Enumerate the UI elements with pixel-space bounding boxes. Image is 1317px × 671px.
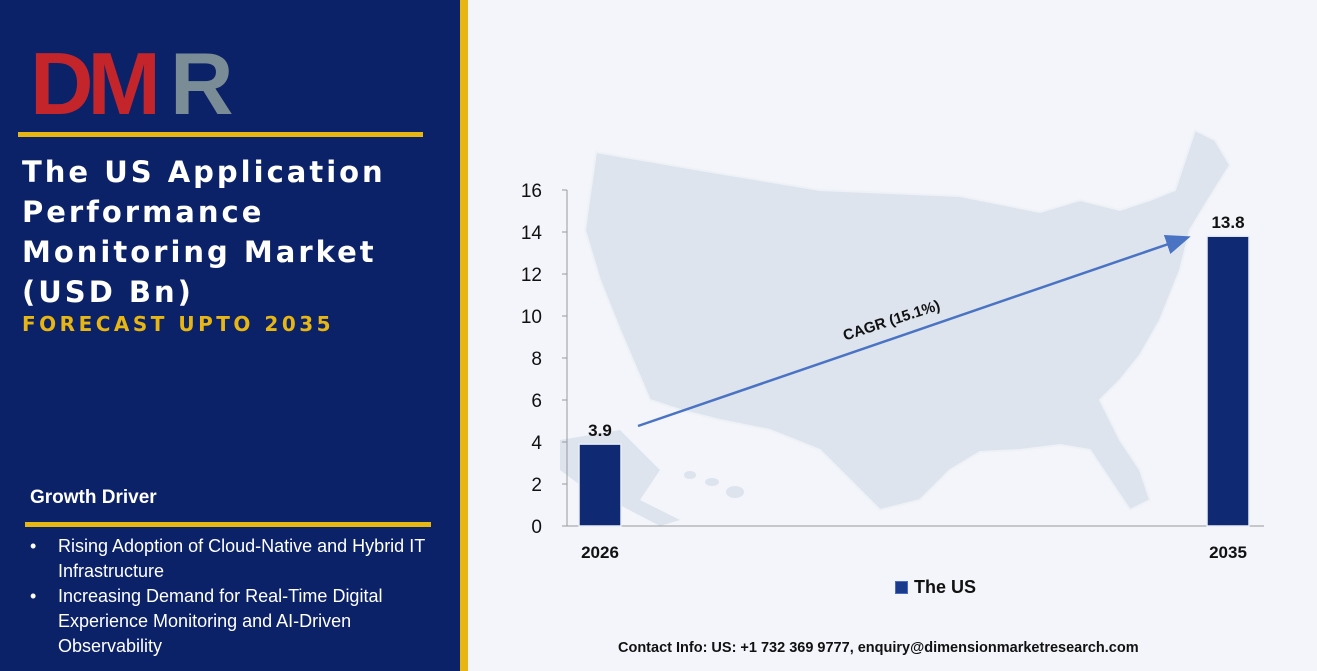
y-tick-label: 4 <box>531 433 542 454</box>
growth-driver-heading: Growth Driver <box>30 487 157 508</box>
y-tick-label: 0 <box>531 517 542 538</box>
dmr-logo: DM R <box>30 40 234 120</box>
x-axis-labels: 2026 2035 <box>581 543 1247 562</box>
page-title: The US Application Performance Monitorin… <box>22 155 386 309</box>
growth-driver-item: Increasing Demand for Real-Time Digital … <box>58 586 383 656</box>
cagr-arrow <box>637 235 1191 428</box>
y-tick-label: 10 <box>521 307 542 328</box>
y-tick-label: 14 <box>521 223 543 244</box>
left-panel: DM R The US Application Performance Moni… <box>0 0 460 671</box>
panel-divider <box>460 0 468 671</box>
list-item: • Rising Adoption of Cloud-Native and Hyb… <box>30 534 440 584</box>
bar-2035 <box>1206 235 1250 527</box>
y-tick-label: 12 <box>521 265 542 286</box>
svg-text:DM: DM <box>30 40 156 120</box>
contact-info: Contact Info: US: +1 732 369 9777, enqui… <box>618 640 1139 656</box>
us-map-background <box>583 128 1232 512</box>
logo-divider <box>18 132 423 137</box>
chart-legend: The US <box>895 577 976 598</box>
list-item: • Increasing Demand for Real-Time Digital… <box>30 584 440 659</box>
y-tick-label: 2 <box>531 475 542 496</box>
bullet-icon: • <box>30 586 37 606</box>
y-tick-label: 8 <box>531 349 542 370</box>
growth-driver-list: • Rising Adoption of Cloud-Native and Hyb… <box>30 534 440 659</box>
bars: 3.9 13.8 <box>578 213 1250 527</box>
growth-driver-divider <box>25 522 431 527</box>
y-tick-label: 16 <box>521 181 542 202</box>
y-axis-ticks: 0 2 4 6 8 10 12 14 16 <box>521 181 567 538</box>
data-label: 3.9 <box>588 421 612 440</box>
growth-driver-item: Rising Adoption of Cloud-Native and Hybr… <box>58 536 425 581</box>
page-subtitle: FORECAST UPTO 2035 <box>22 312 335 336</box>
x-tick-label: 2026 <box>581 543 619 562</box>
y-tick-label: 6 <box>531 391 542 412</box>
x-tick-label: 2035 <box>1209 543 1247 562</box>
data-label: 13.8 <box>1211 213 1244 232</box>
legend-swatch <box>895 581 908 594</box>
legend-label: The US <box>914 577 977 597</box>
svg-text:R: R <box>170 40 234 120</box>
bar-2026 <box>578 443 622 527</box>
hawaii-shape <box>684 471 744 498</box>
bullet-icon: • <box>30 536 37 556</box>
